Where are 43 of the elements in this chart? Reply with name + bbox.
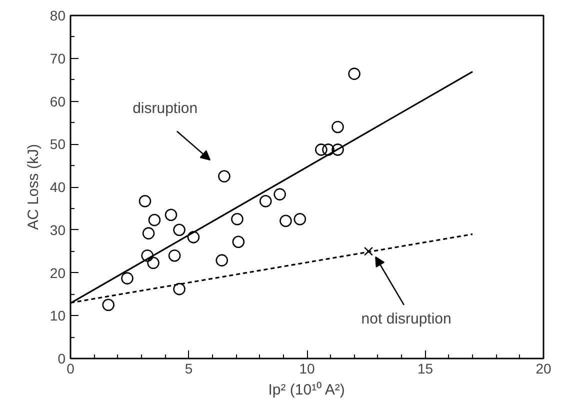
point xyxy=(218,170,230,182)
point xyxy=(187,231,200,244)
point xyxy=(231,213,244,226)
y-tick-label: 80 xyxy=(50,8,66,24)
x-tick-label: 10 xyxy=(299,360,315,376)
y-tick-label: 20 xyxy=(50,264,66,281)
point xyxy=(259,195,272,208)
point xyxy=(173,282,186,296)
point xyxy=(148,214,161,226)
point xyxy=(173,224,186,236)
point xyxy=(294,213,306,226)
x-tick-label: 15 xyxy=(417,360,434,376)
point xyxy=(315,144,328,156)
point xyxy=(232,236,245,248)
point xyxy=(102,298,114,312)
point xyxy=(332,120,344,134)
point xyxy=(348,68,360,80)
point xyxy=(216,254,228,266)
point xyxy=(141,249,154,262)
point xyxy=(322,144,334,156)
y-tick-label: 70 xyxy=(50,50,66,66)
point xyxy=(121,272,134,284)
point xyxy=(138,195,152,208)
y-axis-title: AC Loss (kJ) xyxy=(24,144,42,230)
x-tick-label: 20 xyxy=(536,360,552,376)
point xyxy=(274,188,286,200)
point xyxy=(142,227,155,240)
x-tick-label: 5 xyxy=(184,360,193,376)
point xyxy=(332,144,344,156)
y-tick-label: 0 xyxy=(58,350,66,366)
annotation: disruption xyxy=(132,100,198,118)
point xyxy=(164,208,178,222)
annotation: not disruption xyxy=(361,310,452,328)
y-tick-label: 60 xyxy=(50,93,66,110)
y-tick-label: 10 xyxy=(50,308,66,324)
point xyxy=(364,246,374,256)
y-tick-label: 30 xyxy=(50,222,66,238)
x-axis-title: Ip² (10¹⁰ A²) xyxy=(268,382,345,398)
point xyxy=(147,256,160,270)
y-tick-label: 40 xyxy=(50,179,66,195)
point xyxy=(168,249,181,262)
point xyxy=(280,214,292,228)
y-tick-label: 50 xyxy=(50,136,66,152)
